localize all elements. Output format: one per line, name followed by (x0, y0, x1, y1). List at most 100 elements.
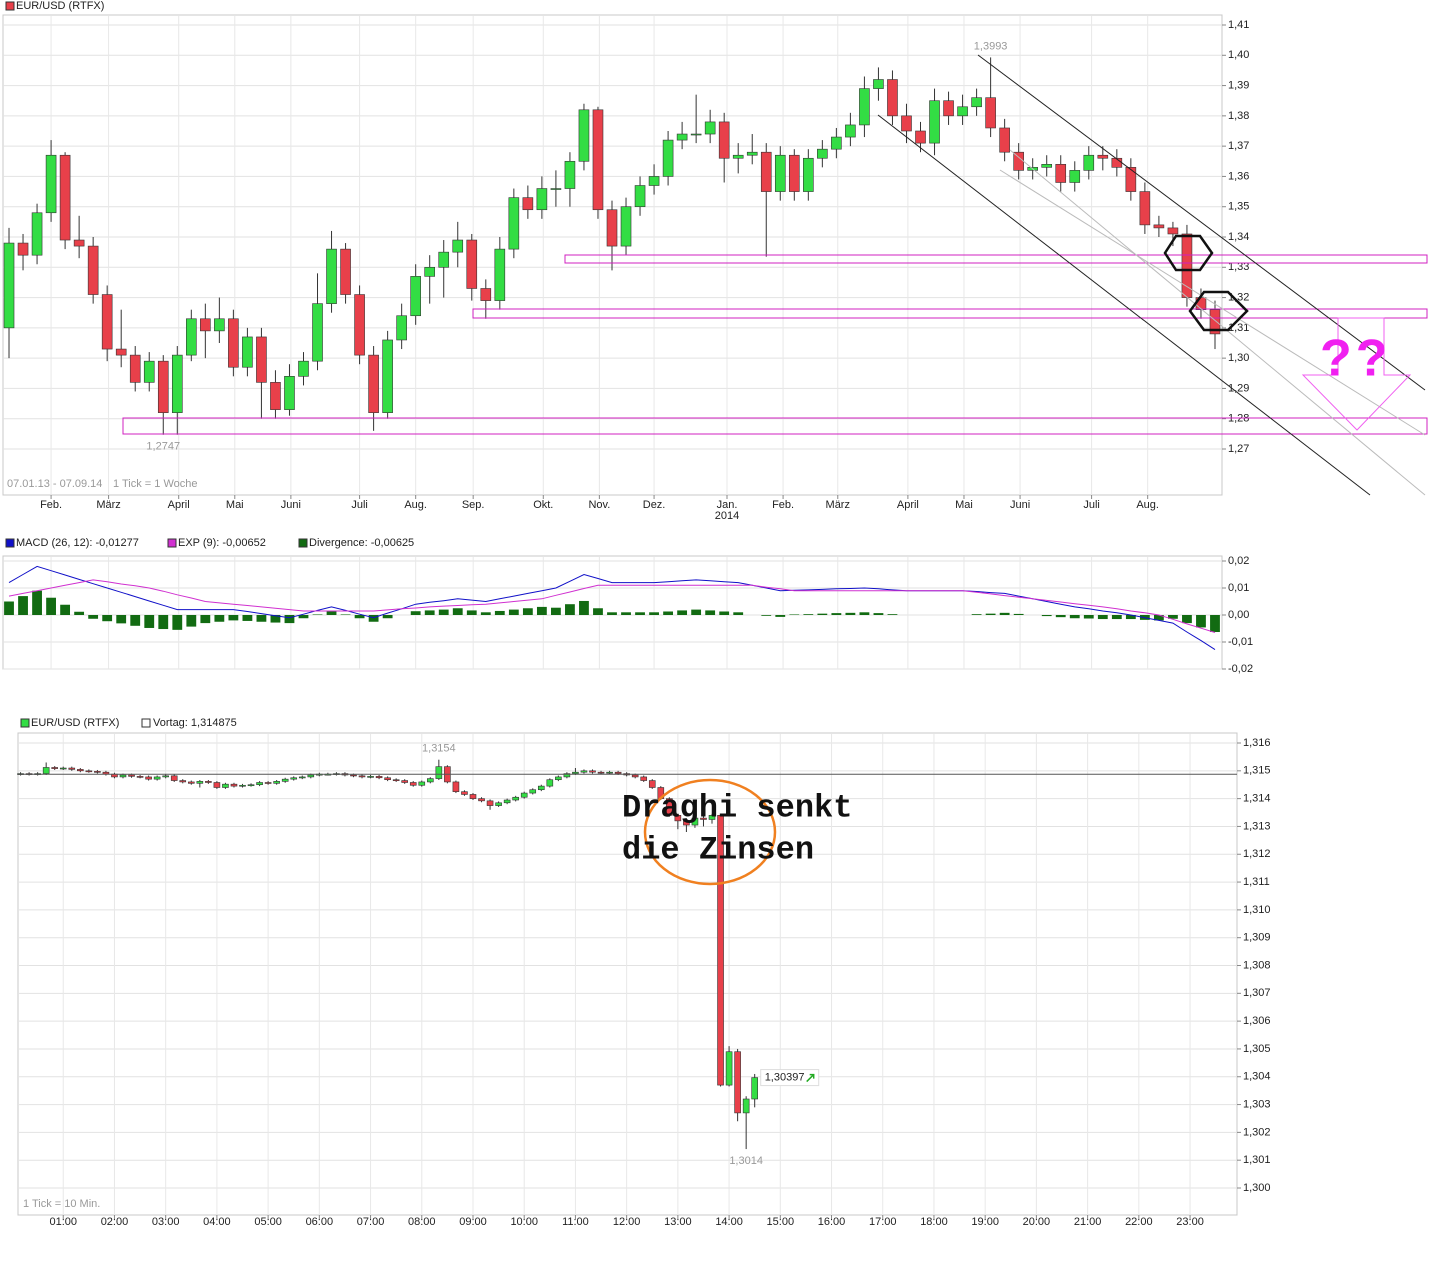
candle-body (971, 97, 982, 108)
candle-body (774, 154, 786, 192)
candle-body (119, 774, 127, 778)
x-tick-label: Juni (281, 499, 301, 511)
candle-body (845, 124, 856, 138)
divergence-bar (424, 610, 435, 615)
candle-body (382, 339, 393, 413)
candle-body (51, 767, 59, 769)
candle-body (985, 97, 996, 129)
candle-body (143, 360, 155, 383)
y-tick-label: 1,39 (1228, 79, 1249, 91)
divergence-bar (733, 612, 744, 615)
divergence-bar (593, 608, 603, 615)
legend-swatch (20, 718, 30, 728)
candle-body (529, 789, 537, 794)
candle-body (298, 360, 309, 377)
candle-body (45, 154, 57, 214)
divergence-bar (817, 613, 828, 615)
candle-body (42, 767, 50, 774)
divergence-bar (452, 608, 463, 615)
candle-body (640, 776, 648, 781)
legend-label: MACD (26, 12): -0,01277 (16, 537, 139, 549)
x-tick-label: Juni (1010, 499, 1030, 511)
divergence-bar (1196, 615, 1206, 628)
legend-label: Vortag: 1,314875 (153, 717, 237, 729)
candle-body (503, 799, 511, 804)
y-tick-label: -0,01 (1228, 636, 1253, 648)
candle-body (424, 266, 436, 277)
candle-body (683, 820, 690, 826)
candle-body (396, 315, 407, 341)
candle-body (179, 780, 187, 783)
line-series (8, 579, 1216, 633)
candle-body (480, 288, 492, 301)
divergence-bar (789, 614, 800, 615)
candle-body (957, 106, 968, 117)
candle-body (788, 154, 800, 192)
hexagon (1188, 290, 1249, 332)
x-tick-label: 23:00 (1176, 1216, 1204, 1228)
candle-body (537, 785, 545, 791)
highlight-ellipse (643, 778, 777, 886)
candle-body (648, 176, 660, 186)
support-box (472, 308, 1428, 319)
divergence-bar (1083, 615, 1094, 619)
divergence-bar (130, 615, 141, 626)
candle-body (691, 817, 699, 826)
x-tick-label: 08:00 (408, 1216, 436, 1228)
candle-body (85, 770, 93, 773)
candle-body (73, 239, 85, 247)
candle-body (427, 778, 434, 783)
x-tick-label: Jan. (717, 499, 738, 511)
divergence-bar (298, 615, 309, 619)
arrow-outline (1301, 317, 1412, 431)
candle-body (1209, 309, 1221, 335)
x-tick-label: 07:00 (357, 1216, 385, 1228)
candle-body (200, 318, 211, 332)
candle-body (522, 197, 534, 211)
legend-swatch (298, 538, 308, 548)
x-tick-label: 16:00 (818, 1216, 846, 1228)
candle-body (401, 780, 408, 783)
candle-body (410, 276, 421, 317)
divergence-bar (551, 607, 561, 615)
x-tick-label: 01:00 (49, 1216, 77, 1228)
divergence-bar (1168, 615, 1178, 619)
y-tick-label: 1,310 (1243, 904, 1271, 916)
annotation-text: die Zinsen (622, 831, 814, 868)
note: 07.01.13 - 07.09.14 (7, 478, 102, 490)
candle-body (94, 771, 101, 773)
candle-body (256, 782, 263, 786)
divergence-bar (200, 615, 211, 624)
candle-body (3, 242, 15, 329)
legend-swatch (5, 1, 15, 11)
candle-body (256, 336, 267, 383)
y-tick-label: 1,29 (1228, 382, 1249, 394)
candle-body (1181, 233, 1193, 298)
candle-body (512, 796, 519, 801)
candle-body (606, 771, 613, 774)
x-tick-label: 15:00 (767, 1216, 795, 1228)
note: 1 Tick = 1 Woche (113, 478, 197, 490)
divergence-bar (607, 612, 617, 615)
line-series (8, 565, 1216, 651)
candle-body (943, 100, 954, 117)
candle-body (466, 239, 478, 289)
divergence-bar (326, 610, 337, 615)
candle-body (418, 781, 426, 786)
divergence-bar (1069, 615, 1080, 619)
x-tick-label: Okt. (533, 499, 553, 511)
divergence-bar (172, 615, 183, 630)
divergence-bar (649, 612, 659, 615)
last-price-label: 1,30397 (765, 1071, 805, 1083)
candle-body (354, 294, 365, 356)
legend-label: Divergence: -0,00625 (309, 537, 414, 549)
divergence-bar (677, 610, 688, 615)
candle-body (1055, 164, 1067, 183)
divergence-bar (1041, 615, 1052, 617)
candle-body (452, 781, 460, 792)
divergence-bar (382, 615, 393, 619)
candle-body (228, 318, 239, 368)
candle-body (298, 776, 306, 779)
y-tick-label: 0,00 (1228, 609, 1249, 621)
candle-body (222, 783, 229, 788)
